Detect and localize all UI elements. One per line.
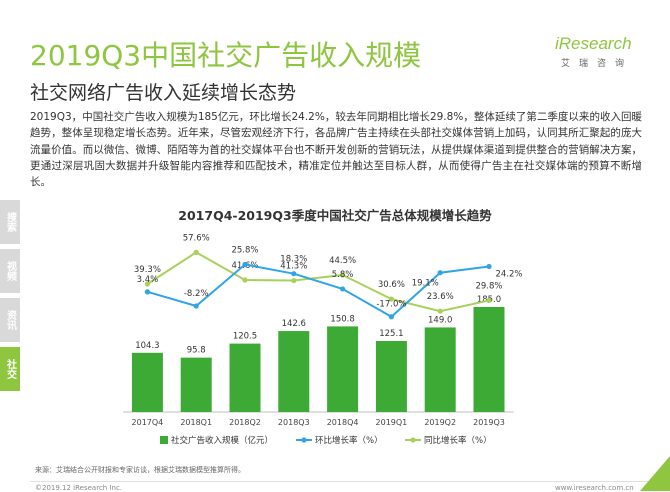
- legend-label-yoy: 同比增长率（%）: [424, 435, 492, 446]
- qoq-label-2018Q2: 25.8%: [231, 246, 258, 256]
- qoq-point-2018Q4: [340, 286, 346, 292]
- bar-2017Q4: [131, 352, 163, 412]
- bar-2019Q2: [424, 327, 456, 412]
- yoy-point-2019Q1: [388, 296, 394, 302]
- bar-label-2017Q4: 104.3: [135, 341, 159, 351]
- yoy-point-2018Q3: [291, 277, 297, 284]
- iresearch-logo: iResearch 艾瑞咨询: [555, 34, 645, 74]
- bar-2019Q1: [375, 340, 407, 412]
- side-tabs: 搜索 视频 资讯 社交: [0, 200, 20, 396]
- yoy-point-2018Q2: [242, 277, 248, 283]
- yoy-label-2019Q2: 23.6%: [427, 292, 454, 302]
- logo-main-text: iResearch: [555, 34, 632, 53]
- yoy-point-2018Q1: [193, 249, 199, 255]
- bar-label-2019Q2: 149.0: [428, 315, 452, 325]
- website-link[interactable]: www.iresearch.com.cn: [555, 484, 634, 492]
- x-tick-2019Q3: 2019Q3: [473, 418, 505, 427]
- x-tick-2019Q2: 2019Q2: [424, 418, 456, 427]
- copyright-text: ©2019.12 iResearch Inc.: [35, 484, 123, 492]
- page-subtitle: 社交网络广告收入延续增长态势: [30, 82, 297, 104]
- qoq-point-2019Q2: [437, 270, 443, 276]
- qoq-point-2019Q3: [486, 263, 492, 270]
- legend-label-qoq: 环比增长率（%）: [315, 435, 383, 446]
- qoq-label-2018Q4: 5.8%: [332, 270, 354, 280]
- yoy-point-2018Q4: [340, 272, 346, 278]
- bar-label-2018Q1: 95.8: [187, 346, 206, 356]
- qoq-label-2019Q2: 19.1%: [412, 279, 439, 289]
- body-paragraph: 2019Q3，中国社交广告收入规模为185亿元，环比增长24.2%，较去年同期相…: [30, 111, 642, 189]
- legend-marker-yoy: [410, 437, 416, 443]
- side-tab-news[interactable]: 资讯: [0, 298, 20, 342]
- yoy-label-2019Q3: 29.8%: [475, 281, 502, 291]
- x-tick-2018Q4: 2018Q4: [327, 418, 359, 427]
- qoq-point-2018Q2: [242, 261, 248, 268]
- qoq-label-2018Q3: 18.3%: [280, 255, 307, 265]
- yoy-label-2018Q1: 57.6%: [183, 233, 210, 243]
- side-tab-search[interactable]: 搜索: [0, 200, 20, 244]
- bar-2018Q3: [278, 331, 310, 412]
- side-tab-video[interactable]: 视频: [0, 249, 20, 293]
- source-note: 来源：艾瑞结合公开财报和专家访谈，根据艾瑞数据模型推算所得。: [35, 466, 245, 474]
- bar-2018Q2: [229, 343, 261, 412]
- bar-label-2018Q3: 142.6: [282, 319, 306, 329]
- yoy-point-2017Q4: [144, 281, 150, 287]
- yoy-label-2018Q4: 44.5%: [329, 256, 356, 266]
- qoq-line: [147, 263, 490, 318]
- yoy-point-2019Q2: [437, 308, 443, 314]
- chart-title: 2017Q4-2019Q3季度中国社交广告总体规模增长趋势: [178, 208, 492, 223]
- yoy-label-2018Q3: 41.3%: [280, 262, 307, 272]
- logo-sub-text: 艾瑞咨询: [561, 59, 634, 69]
- yoy-point-2019Q3: [486, 297, 492, 304]
- corner-decoration: [640, 456, 670, 491]
- qoq-point-2019Q1: [388, 314, 394, 320]
- bar-2018Q4: [327, 326, 359, 412]
- bar-label-2019Q1: 125.1: [379, 329, 403, 339]
- qoq-point-2018Q3: [291, 271, 297, 277]
- yoy-label-2017Q4: 39.3%: [134, 265, 161, 275]
- legend-swatch-revenue: [160, 436, 168, 444]
- qoq-label-2019Q1: -17.0%: [376, 300, 406, 310]
- bar-label-2018Q2: 120.5: [233, 332, 257, 342]
- footer-divider: [30, 481, 650, 482]
- x-tick-2019Q1: 2019Q1: [376, 418, 408, 427]
- legend-label-revenue: 社交广告收入规模（亿元）: [171, 435, 273, 446]
- qoq-point-2018Q1: [193, 303, 199, 309]
- x-tick-2018Q2: 2018Q2: [229, 418, 261, 427]
- page-title: 2019Q3中国社交广告收入规模: [30, 39, 422, 72]
- qoq-label-2018Q1: -8.2%: [184, 289, 209, 299]
- x-tick-2018Q3: 2018Q3: [278, 418, 310, 427]
- x-tick-2018Q1: 2018Q1: [180, 418, 212, 427]
- yoy-label-2019Q1: 30.6%: [378, 280, 405, 290]
- legend-marker-qoq: [301, 437, 307, 443]
- bar-label-2018Q4: 150.8: [330, 314, 354, 324]
- x-tick-2017Q4: 2017Q4: [132, 418, 164, 427]
- yoy-line: [146, 251, 490, 313]
- side-tab-social[interactable]: 社交: [0, 347, 20, 391]
- qoq-label-2019Q3: 24.2%: [495, 269, 522, 279]
- qoq-label-2017Q4: 3.4%: [137, 275, 159, 285]
- bar-2018Q1: [180, 357, 212, 412]
- bar-2019Q3: [473, 307, 505, 412]
- qoq-point-2017Q4: [144, 289, 150, 295]
